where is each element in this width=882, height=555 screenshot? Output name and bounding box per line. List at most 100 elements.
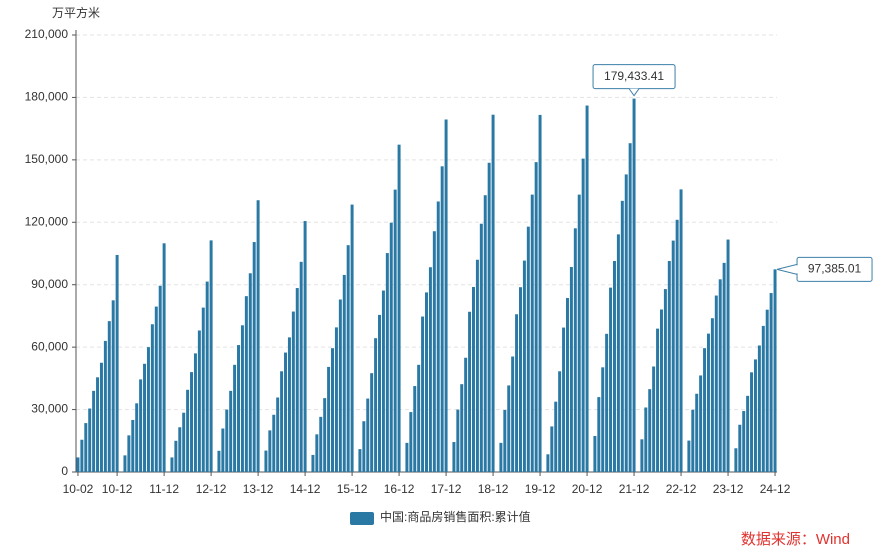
y-axis-label: 万平方米 <box>52 5 100 20</box>
bar <box>107 321 111 472</box>
bar <box>425 292 428 472</box>
bar <box>381 290 385 472</box>
y-tick-label: 60,000 <box>31 339 68 353</box>
y-tick-label: 120,000 <box>25 214 69 228</box>
bar <box>143 363 147 472</box>
bar <box>417 364 421 472</box>
bar <box>440 166 444 472</box>
bar <box>746 395 750 472</box>
bar <box>699 375 703 472</box>
bar <box>397 144 401 472</box>
bar <box>534 162 538 473</box>
bar <box>663 289 667 472</box>
bar <box>738 424 742 472</box>
bar <box>150 324 154 472</box>
bar <box>248 273 252 472</box>
label-pointer <box>776 263 798 275</box>
x-tick-label: 12-12 <box>196 482 227 496</box>
bar <box>413 386 417 472</box>
x-tick-label: 21-12 <box>619 482 650 496</box>
bar <box>131 419 135 472</box>
y-tick-label: 90,000 <box>31 277 68 291</box>
bar <box>217 450 221 472</box>
bar <box>123 455 127 472</box>
bar <box>499 442 503 472</box>
bar <box>656 328 660 472</box>
bar <box>483 195 487 472</box>
bar <box>342 274 346 472</box>
bar <box>197 330 201 472</box>
x-tick-label: 10-12 <box>102 482 133 496</box>
legend-swatch <box>350 512 374 525</box>
bar <box>734 448 738 472</box>
bar <box>718 279 722 472</box>
bar <box>479 223 483 472</box>
bar <box>76 457 80 472</box>
bar <box>99 362 103 472</box>
legend-label: 中国:商品房销售面积:累计值 <box>380 509 531 524</box>
bar <box>538 114 542 472</box>
bar <box>127 435 131 472</box>
bar <box>753 359 757 472</box>
x-tick-label: 20-12 <box>572 482 603 496</box>
bar <box>460 384 464 472</box>
bar <box>554 401 558 472</box>
bar <box>378 314 381 472</box>
bar <box>612 260 616 472</box>
bar <box>628 143 632 472</box>
bar <box>366 398 370 472</box>
bar <box>593 435 597 472</box>
x-tick-label: 19-12 <box>525 482 556 496</box>
bar <box>311 454 315 472</box>
bar <box>323 398 327 472</box>
x-tick-label: 14-12 <box>290 482 321 496</box>
bar <box>503 409 507 472</box>
bar <box>174 440 178 472</box>
bar <box>456 409 460 472</box>
bar <box>468 311 472 472</box>
bar <box>452 442 456 472</box>
bar <box>303 221 307 472</box>
bar <box>346 245 350 472</box>
bar <box>695 393 699 472</box>
bar <box>761 325 765 472</box>
bar <box>280 371 284 472</box>
bar <box>374 338 378 472</box>
bar <box>362 421 366 472</box>
bar <box>299 261 303 472</box>
y-tick-label: 180,000 <box>25 90 69 104</box>
bar <box>111 300 115 472</box>
bar <box>182 412 186 472</box>
value-label: 97,385.01 <box>808 262 862 276</box>
bar <box>331 348 334 472</box>
bar <box>315 434 319 472</box>
source-note: 数据来源：Wind <box>741 531 850 548</box>
bar <box>88 408 92 472</box>
bar <box>659 309 663 472</box>
y-tick-label: 30,000 <box>31 402 68 416</box>
bar <box>644 407 648 472</box>
bar <box>170 457 174 472</box>
bar <box>178 427 182 472</box>
bar <box>84 423 88 472</box>
bar <box>358 449 362 472</box>
bar <box>475 259 479 472</box>
bar <box>221 428 225 472</box>
bar <box>573 228 577 472</box>
bar <box>436 201 440 472</box>
bar <box>287 337 291 472</box>
bar <box>229 390 233 472</box>
bar <box>393 189 397 473</box>
bar <box>428 267 432 472</box>
bar <box>726 239 730 472</box>
bar <box>162 243 166 472</box>
bar <box>432 231 436 472</box>
x-tick-label: 18-12 <box>478 482 509 496</box>
bar <box>272 414 276 472</box>
bar <box>703 348 707 472</box>
bar <box>201 307 205 472</box>
bar <box>405 442 409 472</box>
bar <box>507 385 511 472</box>
bar <box>233 364 237 472</box>
